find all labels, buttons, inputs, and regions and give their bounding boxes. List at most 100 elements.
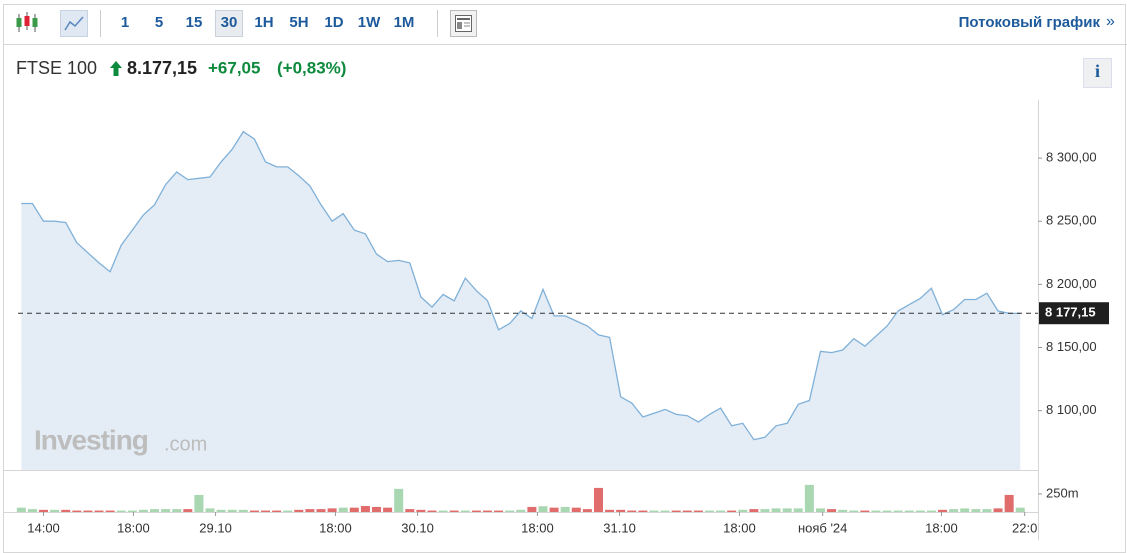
candle-icon[interactable] bbox=[16, 12, 38, 32]
volume-bar bbox=[993, 508, 1003, 512]
volume-bar bbox=[1015, 507, 1025, 512]
volume-bar bbox=[261, 510, 271, 512]
watermark-suffix: .com bbox=[164, 433, 207, 455]
interval-button[interactable]: 1W bbox=[358, 14, 381, 31]
volume-bar bbox=[782, 508, 792, 512]
volume-bar bbox=[871, 510, 881, 512]
volume-bar bbox=[1004, 494, 1014, 512]
x-tick-label: 30.10 bbox=[401, 520, 434, 535]
volume-bar bbox=[804, 484, 814, 512]
volume-bar bbox=[505, 510, 515, 512]
line-icon[interactable] bbox=[60, 10, 88, 37]
interval-button[interactable]: 5 bbox=[155, 14, 163, 31]
stream-link[interactable]: Потоковый график bbox=[959, 14, 1101, 31]
volume-bar bbox=[427, 510, 437, 512]
x-tick-label: 29.10 bbox=[199, 520, 232, 535]
interval-button[interactable]: 30 bbox=[221, 14, 238, 31]
volume-bar bbox=[838, 509, 848, 512]
y-tick-label: 8 250,00 bbox=[1046, 213, 1097, 228]
volume-bar bbox=[438, 510, 448, 512]
volume-bar bbox=[893, 510, 903, 512]
up-arrow bbox=[110, 61, 122, 76]
volume-bar bbox=[105, 510, 115, 512]
volume-bar bbox=[460, 510, 470, 512]
volume-bar bbox=[416, 509, 426, 512]
volume-bar bbox=[83, 510, 93, 512]
volume-bar bbox=[127, 510, 137, 512]
volume-bar bbox=[316, 509, 326, 512]
interval-button[interactable]: 1H bbox=[254, 14, 273, 31]
volume-bar bbox=[216, 509, 226, 512]
volume-bar bbox=[27, 509, 37, 512]
watermark-brand: Investing bbox=[34, 424, 148, 455]
volume-bar bbox=[738, 509, 748, 512]
volume-bar bbox=[305, 509, 315, 512]
change-percent: (+0,83%) bbox=[277, 58, 346, 77]
stream-link-arrow[interactable]: » bbox=[1106, 13, 1115, 30]
volume-bar bbox=[860, 510, 870, 512]
volume-bar bbox=[827, 509, 837, 512]
volume-bar bbox=[560, 506, 570, 512]
x-tick-label: 18:00 bbox=[319, 520, 352, 535]
y-tick-label: 8 200,00 bbox=[1046, 276, 1097, 291]
volume-bar bbox=[627, 510, 637, 512]
volume-bar bbox=[194, 494, 204, 512]
volume-bar bbox=[238, 509, 248, 512]
volume-bar bbox=[516, 509, 526, 512]
volume-bar bbox=[527, 506, 537, 512]
volume-bar bbox=[482, 510, 492, 512]
news-icon[interactable] bbox=[450, 10, 477, 37]
interval-button[interactable]: 5H bbox=[289, 14, 308, 31]
volume-bar bbox=[283, 510, 293, 512]
interval-button[interactable]: 15 bbox=[186, 14, 203, 31]
info-button[interactable] bbox=[1083, 58, 1112, 88]
change: +67,05 bbox=[208, 58, 260, 77]
volume-bar bbox=[116, 510, 126, 512]
volume-bar bbox=[649, 510, 659, 512]
volume-bar bbox=[693, 510, 703, 512]
volume-bar bbox=[549, 507, 559, 512]
volume-bar bbox=[327, 508, 337, 512]
volume-bar bbox=[383, 507, 393, 512]
info-icon[interactable]: i bbox=[1095, 61, 1100, 81]
y-tick-label: 8 300,00 bbox=[1046, 150, 1097, 165]
price: 8.177,15 bbox=[127, 58, 197, 78]
last-price-label: 8 177,15 bbox=[1045, 305, 1096, 320]
volume-bar bbox=[938, 509, 948, 512]
volume-bar bbox=[394, 488, 404, 512]
volume-bar bbox=[538, 506, 548, 512]
volume-bar bbox=[227, 509, 237, 512]
interval-button[interactable]: 1D bbox=[324, 14, 343, 31]
volume-bar bbox=[749, 509, 759, 512]
x-tick-label: 18:00 bbox=[117, 520, 150, 535]
index-name: FTSE 100 bbox=[16, 58, 97, 78]
volume-bar bbox=[571, 507, 581, 512]
volume-bar bbox=[971, 509, 981, 512]
last-price-box bbox=[1039, 302, 1109, 325]
volume-bar bbox=[349, 507, 359, 512]
volume-bar bbox=[16, 507, 26, 512]
volume-bar bbox=[926, 510, 936, 512]
volume-bar bbox=[904, 510, 914, 512]
volume-bar bbox=[771, 508, 781, 512]
volume-bar bbox=[716, 510, 726, 512]
volume-bar bbox=[294, 509, 304, 512]
interval-button[interactable]: 1 bbox=[121, 14, 129, 31]
volume-bar bbox=[605, 509, 615, 512]
volume-bar bbox=[471, 510, 481, 512]
volume-bar bbox=[94, 510, 104, 512]
volume-bar bbox=[205, 508, 215, 512]
volume-bar bbox=[671, 510, 681, 512]
volume-bar bbox=[405, 509, 415, 512]
volume-bar bbox=[39, 509, 49, 512]
volume-bar bbox=[338, 507, 348, 512]
volume-bar bbox=[660, 510, 670, 512]
volume-bar bbox=[61, 509, 71, 512]
interval-button[interactable]: 1M bbox=[394, 14, 415, 31]
volume-bar bbox=[138, 509, 148, 512]
volume-bar bbox=[371, 506, 381, 512]
volume-bar bbox=[161, 509, 171, 512]
x-tick-label: 22:0 bbox=[1012, 520, 1037, 535]
volume-bar bbox=[150, 509, 160, 512]
